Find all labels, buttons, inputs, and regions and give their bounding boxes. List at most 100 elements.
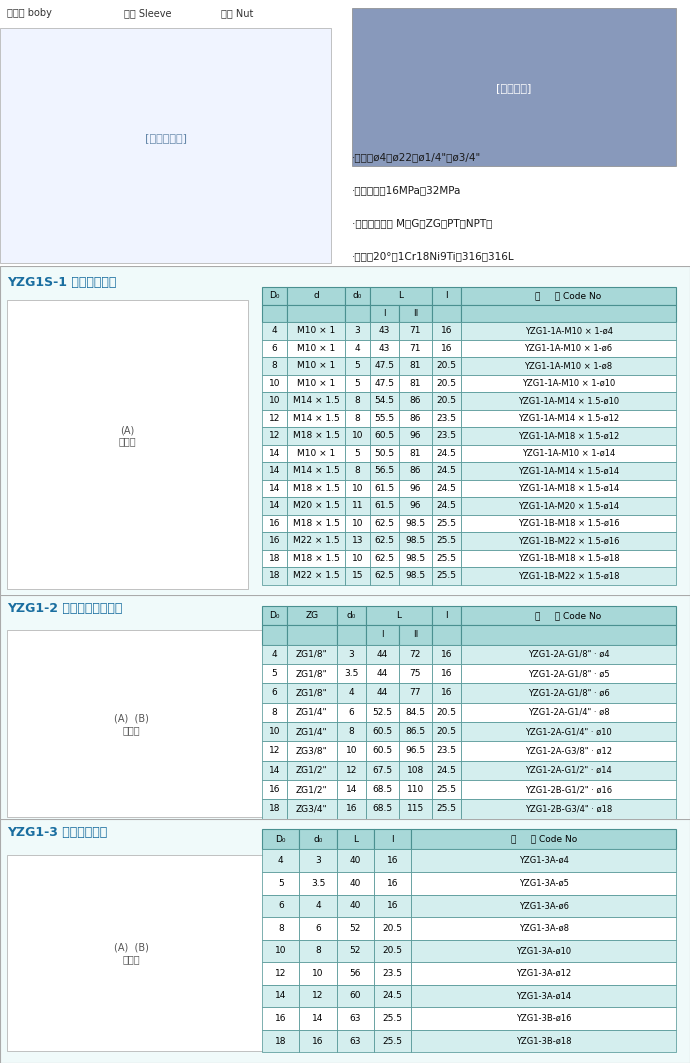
Text: 60.5: 60.5 bbox=[372, 727, 393, 736]
Text: 8: 8 bbox=[315, 946, 321, 956]
Text: 螺母 Nut: 螺母 Nut bbox=[221, 9, 253, 18]
Bar bbox=[262, 533, 287, 550]
Bar bbox=[399, 427, 432, 444]
Text: 98.5: 98.5 bbox=[405, 554, 426, 563]
Bar bbox=[399, 760, 432, 780]
Bar bbox=[299, 984, 337, 1008]
Text: 20.5: 20.5 bbox=[437, 361, 456, 370]
Text: 62.5: 62.5 bbox=[375, 554, 394, 563]
Bar bbox=[262, 497, 287, 514]
Bar bbox=[337, 799, 366, 819]
Text: 12: 12 bbox=[346, 765, 357, 775]
Bar bbox=[432, 357, 461, 374]
Bar bbox=[399, 374, 432, 392]
Text: YZG1-2A-G1/4" · ø10: YZG1-2A-G1/4" · ø10 bbox=[525, 727, 612, 736]
Text: 10: 10 bbox=[313, 969, 324, 978]
Text: 8: 8 bbox=[272, 708, 277, 716]
Text: 12: 12 bbox=[313, 992, 324, 1000]
Text: M18 × 1.5: M18 × 1.5 bbox=[293, 519, 339, 528]
Bar bbox=[366, 606, 432, 625]
Text: 25.5: 25.5 bbox=[437, 519, 456, 528]
Text: d₀: d₀ bbox=[353, 291, 362, 300]
Bar bbox=[432, 760, 461, 780]
Text: M18 × 1.5: M18 × 1.5 bbox=[293, 554, 339, 563]
Text: 25.5: 25.5 bbox=[383, 1036, 402, 1046]
Text: Ⅱ: Ⅱ bbox=[413, 308, 417, 318]
Bar bbox=[287, 322, 345, 339]
Text: M14 × 1.5: M14 × 1.5 bbox=[293, 414, 339, 423]
Text: 6: 6 bbox=[348, 708, 354, 716]
Bar bbox=[352, 9, 676, 166]
Text: 110: 110 bbox=[407, 784, 424, 794]
Text: 20.5: 20.5 bbox=[437, 727, 456, 736]
Text: YZG1-1A-M20 × 1.5-ø14: YZG1-1A-M20 × 1.5-ø14 bbox=[518, 502, 619, 510]
Bar bbox=[370, 322, 399, 339]
Text: 25.5: 25.5 bbox=[437, 554, 456, 563]
Text: YZG1-1A-M14 × 1.5-ø14: YZG1-1A-M14 × 1.5-ø14 bbox=[518, 467, 619, 475]
Text: YZG1-3A-ø6: YZG1-3A-ø6 bbox=[519, 901, 569, 910]
Text: 12: 12 bbox=[275, 969, 286, 978]
Text: YZG1S-1 直通终端接头: YZG1S-1 直通终端接头 bbox=[7, 276, 117, 289]
Text: 18: 18 bbox=[269, 554, 280, 563]
Text: 10: 10 bbox=[352, 519, 363, 528]
Bar bbox=[299, 962, 337, 984]
Text: Ⅰ: Ⅰ bbox=[381, 630, 384, 640]
Text: M10 × 1: M10 × 1 bbox=[297, 343, 335, 353]
Text: (A)  (B)
接头图: (A) (B) 接头图 bbox=[114, 713, 148, 735]
Bar bbox=[262, 799, 287, 819]
Bar bbox=[461, 703, 676, 722]
Bar bbox=[461, 427, 676, 444]
Bar bbox=[432, 339, 461, 357]
Bar bbox=[262, 357, 287, 374]
Text: 20.5: 20.5 bbox=[437, 396, 456, 405]
Bar bbox=[432, 427, 461, 444]
Bar bbox=[366, 664, 399, 684]
Text: 20.5: 20.5 bbox=[383, 924, 402, 933]
Bar bbox=[262, 664, 287, 684]
Bar bbox=[287, 339, 345, 357]
Bar bbox=[370, 568, 399, 585]
Text: 44: 44 bbox=[377, 649, 388, 659]
Bar bbox=[337, 1008, 374, 1030]
Bar bbox=[287, 287, 345, 304]
Text: 18: 18 bbox=[275, 1036, 286, 1046]
Bar bbox=[399, 444, 432, 462]
Bar bbox=[432, 392, 461, 409]
Text: ·终端螺纹可为 M、G、ZG、PT、NPT等: ·终端螺纹可为 M、G、ZG、PT、NPT等 bbox=[352, 218, 492, 229]
Bar bbox=[262, 984, 299, 1008]
Text: 43: 43 bbox=[379, 343, 390, 353]
Text: Ⅰ: Ⅰ bbox=[383, 308, 386, 318]
Text: YZG1-3A-ø12: YZG1-3A-ø12 bbox=[516, 969, 571, 978]
Text: 86: 86 bbox=[410, 396, 421, 405]
Text: 16: 16 bbox=[441, 689, 452, 697]
Bar bbox=[299, 829, 337, 849]
Bar bbox=[399, 722, 432, 741]
Bar bbox=[432, 799, 461, 819]
Text: 86.5: 86.5 bbox=[405, 727, 426, 736]
Bar bbox=[461, 444, 676, 462]
Text: 12: 12 bbox=[269, 746, 280, 756]
Text: 62.5: 62.5 bbox=[375, 519, 394, 528]
Text: YZG1-2A-G1/8" · ø5: YZG1-2A-G1/8" · ø5 bbox=[528, 669, 609, 678]
Text: 54.5: 54.5 bbox=[375, 396, 394, 405]
Text: YZG1-1A-M18 × 1.5-ø14: YZG1-1A-M18 × 1.5-ø14 bbox=[518, 484, 619, 493]
Bar bbox=[287, 533, 345, 550]
Bar bbox=[411, 849, 676, 872]
Bar bbox=[345, 304, 370, 322]
Bar bbox=[399, 741, 432, 760]
Bar bbox=[432, 722, 461, 741]
Text: 18: 18 bbox=[269, 805, 280, 813]
Text: 接头体 boby: 接头体 boby bbox=[7, 9, 52, 18]
Bar bbox=[399, 780, 432, 799]
Bar bbox=[262, 374, 287, 392]
Bar bbox=[411, 984, 676, 1008]
Bar bbox=[287, 374, 345, 392]
Text: M22 × 1.5: M22 × 1.5 bbox=[293, 572, 339, 580]
Text: 84.5: 84.5 bbox=[406, 708, 425, 716]
Bar bbox=[461, 409, 676, 427]
Bar bbox=[374, 917, 411, 940]
Bar bbox=[337, 741, 366, 760]
Bar bbox=[370, 550, 399, 568]
Text: YZG1-1B-M22 × 1.5-ø18: YZG1-1B-M22 × 1.5-ø18 bbox=[518, 572, 620, 580]
Bar bbox=[299, 940, 337, 962]
